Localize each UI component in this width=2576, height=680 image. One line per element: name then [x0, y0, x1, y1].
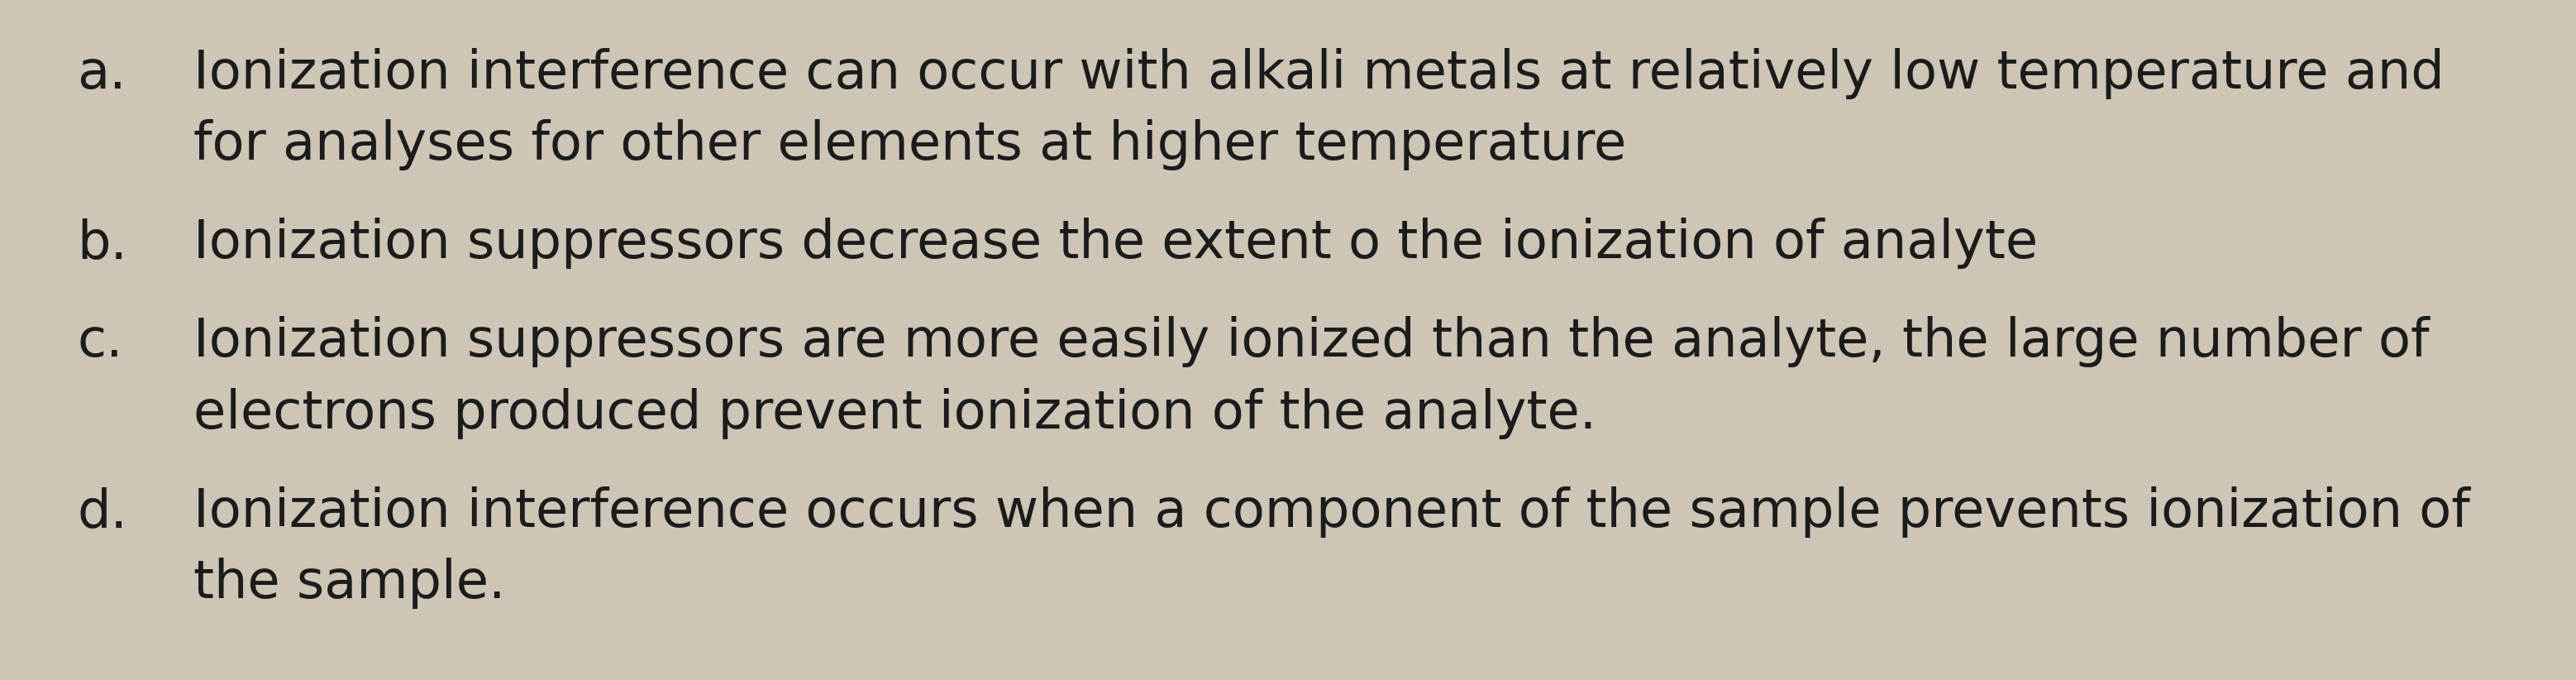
- Text: Ionization suppressors decrease the extent o the ionization of analyte: Ionization suppressors decrease the exte…: [193, 218, 2038, 269]
- Text: the sample.: the sample.: [193, 558, 505, 609]
- Text: d.: d.: [77, 486, 129, 537]
- Text: electrons produced prevent ionization of the analyte.: electrons produced prevent ionization of…: [193, 388, 1597, 439]
- Text: c.: c.: [77, 316, 124, 367]
- Text: Ionization interference can occur with alkali metals at relatively low temperatu: Ionization interference can occur with a…: [193, 48, 2445, 99]
- Text: Ionization interference occurs when a component of the sample prevents ionizatio: Ionization interference occurs when a co…: [193, 486, 2470, 537]
- Text: b.: b.: [77, 218, 129, 269]
- Text: Ionization suppressors are more easily ionized than the analyte, the large numbe: Ionization suppressors are more easily i…: [193, 316, 2429, 367]
- Text: for analyses for other elements at higher temperature: for analyses for other elements at highe…: [193, 119, 1625, 170]
- Text: a.: a.: [77, 48, 126, 99]
